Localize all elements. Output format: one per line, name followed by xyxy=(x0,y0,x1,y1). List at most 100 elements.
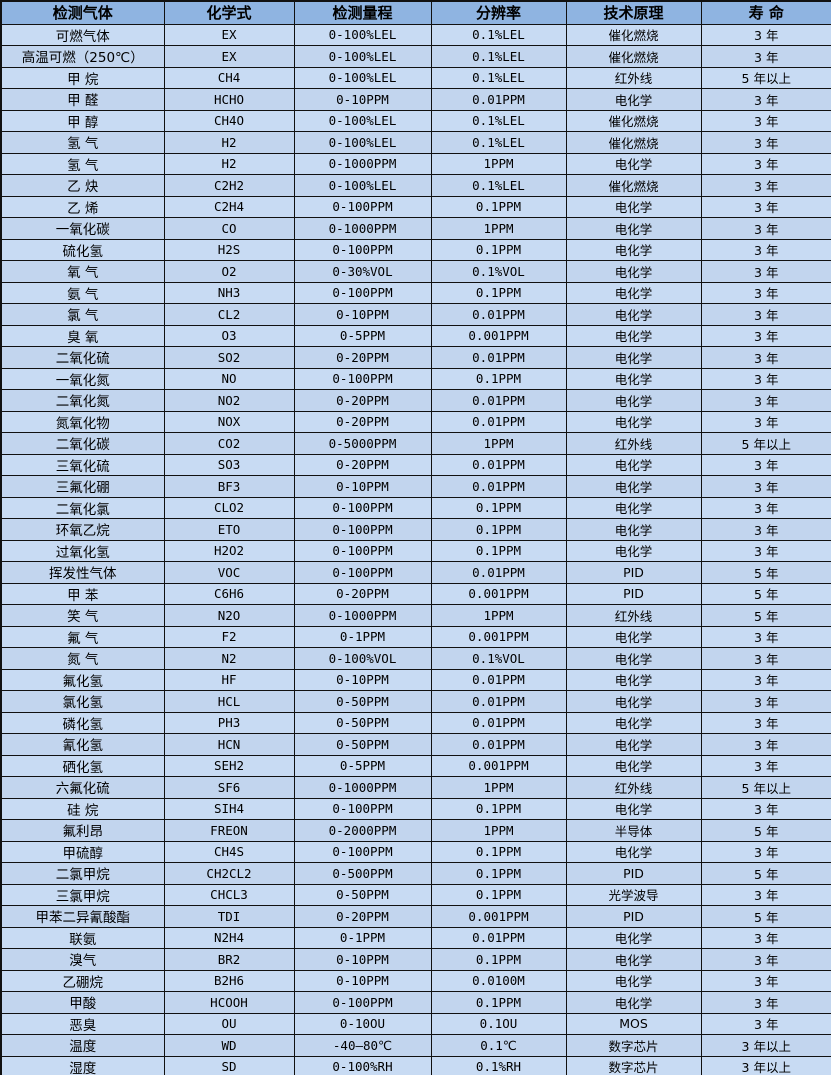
range-cell: 0-100%LEL xyxy=(293,174,432,197)
table-row: 可燃气体 EX 0-100%LEL 0.1%LEL 催化燃烧 3 年 xyxy=(0,23,831,46)
resolution-cell: 0.1PPM xyxy=(430,367,567,390)
principle-cell: 电化学 xyxy=(565,948,702,971)
gas-cell: 恶臭 xyxy=(0,1012,165,1035)
resolution-cell: 0.01PPM xyxy=(430,711,567,734)
principle-cell: 电化学 xyxy=(565,625,702,648)
lifespan-cell: 5 年 xyxy=(700,905,831,928)
formula-cell: SD xyxy=(163,1055,295,1075)
formula-cell: CO2 xyxy=(163,432,295,455)
gas-cell: 氮氧化物 xyxy=(0,410,165,433)
table-row: 氯 气 CL2 0-10PPM 0.01PPM 电化学 3 年 xyxy=(0,303,831,326)
principle-cell: PID xyxy=(565,862,702,885)
table-row: 一氧化碳 CO 0-1000PPM 1PPM 电化学 3 年 xyxy=(0,217,831,240)
range-cell: 0-100PPM xyxy=(293,539,432,562)
resolution-cell: 0.001PPM xyxy=(430,625,567,648)
table-row: 三氯甲烷 CHCL3 0-50PPM 0.1PPM 光学波导 3 年 xyxy=(0,883,831,906)
table-row: 二氧化氯 CLO2 0-100PPM 0.1PPM 电化学 3 年 xyxy=(0,496,831,519)
resolution-cell: 0.01PPM xyxy=(430,668,567,691)
range-cell: 0-10PPM xyxy=(293,668,432,691)
principle-cell: PID xyxy=(565,905,702,928)
range-cell: 0-20PPM xyxy=(293,410,432,433)
resolution-cell: 0.01PPM xyxy=(430,733,567,756)
formula-cell: O3 xyxy=(163,324,295,347)
formula-cell: HCL xyxy=(163,690,295,713)
gas-cell: 氟 气 xyxy=(0,625,165,648)
table-row: 氧 气 O2 0-30%VOL 0.1%VOL 电化学 3 年 xyxy=(0,260,831,283)
range-cell: 0-5PPM xyxy=(293,754,432,777)
lifespan-cell: 3 年 xyxy=(700,367,831,390)
range-cell: 0-10PPM xyxy=(293,948,432,971)
principle-cell: 电化学 xyxy=(565,496,702,519)
table-row: 湿度 SD 0-100%RH 0.1%RH 数字芯片 3 年以上 xyxy=(0,1055,831,1075)
resolution-cell: 0.1PPM xyxy=(430,797,567,820)
gas-cell: 二氧化氮 xyxy=(0,389,165,412)
resolution-cell: 0.0100M xyxy=(430,969,567,992)
resolution-cell: 0.1%RH xyxy=(430,1055,567,1075)
table-row: 联氨 N2H4 0-1PPM 0.01PPM 电化学 3 年 xyxy=(0,926,831,949)
formula-cell: N2O xyxy=(163,604,295,627)
formula-cell: O2 xyxy=(163,260,295,283)
table-row: 三氧化硫 SO3 0-20PPM 0.01PPM 电化学 3 年 xyxy=(0,453,831,476)
principle-cell: 半导体 xyxy=(565,819,702,842)
range-cell: 0-100PPM xyxy=(293,195,432,218)
lifespan-cell: 5 年 xyxy=(700,561,831,584)
range-cell: 0-100PPM xyxy=(293,518,432,541)
formula-cell: NO xyxy=(163,367,295,390)
table-row: 环氧乙烷 ETO 0-100PPM 0.1PPM 电化学 3 年 xyxy=(0,518,831,541)
formula-cell: HCN xyxy=(163,733,295,756)
resolution-cell: 0.1PPM xyxy=(430,883,567,906)
principle-cell: 电化学 xyxy=(565,733,702,756)
range-cell: 0-100PPM xyxy=(293,797,432,820)
gas-cell: 三氯甲烷 xyxy=(0,883,165,906)
principle-cell: 电化学 xyxy=(565,991,702,1014)
range-cell: 0-100PPM xyxy=(293,991,432,1014)
column-header-resolution: 分辨率 xyxy=(430,0,567,25)
gas-cell: 氟利昂 xyxy=(0,819,165,842)
table-row: 甲 醇 CH4O 0-100%LEL 0.1%LEL 催化燃烧 3 年 xyxy=(0,109,831,132)
formula-cell: BR2 xyxy=(163,948,295,971)
formula-cell: N2H4 xyxy=(163,926,295,949)
column-header-principle: 技术原理 xyxy=(565,0,702,25)
lifespan-cell: 3 年 xyxy=(700,625,831,648)
table-row: 磷化氢 PH3 0-50PPM 0.01PPM 电化学 3 年 xyxy=(0,711,831,734)
lifespan-cell: 3 年 xyxy=(700,109,831,132)
range-cell: 0-5PPM xyxy=(293,324,432,347)
gas-cell: 溴气 xyxy=(0,948,165,971)
principle-cell: 电化学 xyxy=(565,410,702,433)
table-row: 硅 烷 SIH4 0-100PPM 0.1PPM 电化学 3 年 xyxy=(0,797,831,820)
lifespan-cell: 5 年 xyxy=(700,604,831,627)
formula-cell: SIH4 xyxy=(163,797,295,820)
gas-cell: 挥发性气体 xyxy=(0,561,165,584)
table-row: 氮 气 N2 0-100%VOL 0.1%VOL 电化学 3 年 xyxy=(0,647,831,670)
formula-cell: H2S xyxy=(163,238,295,261)
formula-cell: BF3 xyxy=(163,475,295,498)
gas-cell: 二氯甲烷 xyxy=(0,862,165,885)
formula-cell: CO xyxy=(163,217,295,240)
gas-cell: 三氟化硼 xyxy=(0,475,165,498)
formula-cell: FREON xyxy=(163,819,295,842)
resolution-cell: 1PPM xyxy=(430,604,567,627)
gas-cell: 氟化氢 xyxy=(0,668,165,691)
principle-cell: PID xyxy=(565,582,702,605)
lifespan-cell: 3 年 xyxy=(700,711,831,734)
lifespan-cell: 3 年以上 xyxy=(700,1055,831,1075)
resolution-cell: 0.1PPM xyxy=(430,496,567,519)
formula-cell: WD xyxy=(163,1034,295,1057)
table-row: 甲 苯 C6H6 0-20PPM 0.001PPM PID 5 年 xyxy=(0,582,831,605)
table-row: 温度 WD -40—80℃ 0.1℃ 数字芯片 3 年以上 xyxy=(0,1034,831,1057)
lifespan-cell: 3 年 xyxy=(700,410,831,433)
resolution-cell: 0.1%LEL xyxy=(430,66,567,89)
formula-cell: H2O2 xyxy=(163,539,295,562)
resolution-cell: 1PPM xyxy=(430,217,567,240)
gas-cell: 环氧乙烷 xyxy=(0,518,165,541)
principle-cell: 电化学 xyxy=(565,969,702,992)
lifespan-cell: 3 年 xyxy=(700,131,831,154)
resolution-cell: 0.1PPM xyxy=(430,840,567,863)
gas-cell: 甲苯二异氰酸酯 xyxy=(0,905,165,928)
lifespan-cell: 3 年 xyxy=(700,238,831,261)
range-cell: 0-1000PPM xyxy=(293,604,432,627)
range-cell: 0-20PPM xyxy=(293,389,432,412)
resolution-cell: 0.01PPM xyxy=(430,389,567,412)
